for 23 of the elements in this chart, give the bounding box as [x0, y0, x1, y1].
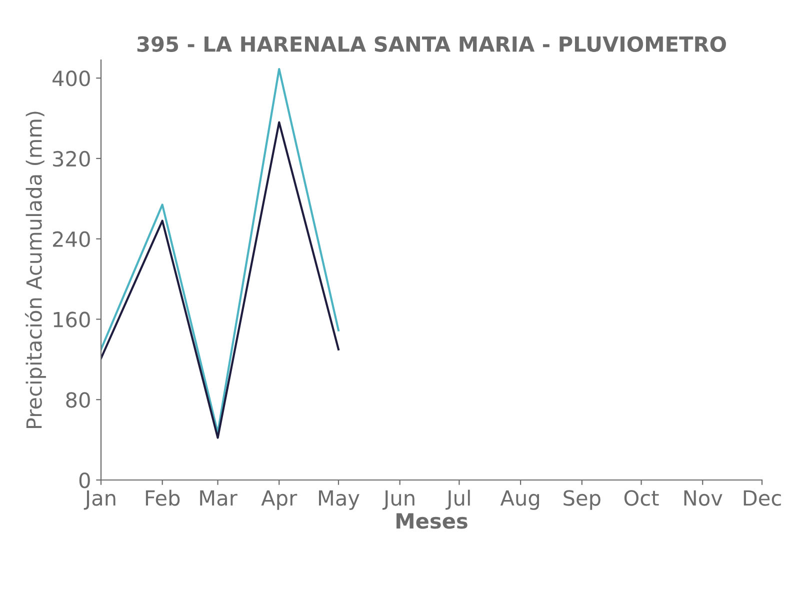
x-tick-label: Feb: [146, 490, 180, 506]
y-axis-title: Precipitación Acumulada (mm): [24, 112, 46, 428]
x-tick-label: Jun: [382, 490, 414, 510]
line-series: [101, 68, 340, 434]
x-tick-label: May: [318, 490, 360, 510]
chart-title: 395 - LA HARENALA SANTA MARIA - PLUVIOMETRO: [137, 36, 726, 52]
x-tick-label: Sep: [564, 490, 600, 510]
x-tick-label: Apr: [261, 490, 298, 510]
x-axis-title: Meses: [396, 513, 468, 529]
y-tick-label: 0: [79, 472, 90, 488]
y-tick-label: 400: [52, 70, 90, 86]
x-tick-label: Jul: [446, 490, 470, 510]
y-tick-label: 240: [53, 231, 90, 248]
y-tick-label: 80: [66, 392, 90, 408]
line-series: [101, 121, 340, 439]
x-tick-label: Nov: [684, 490, 722, 506]
x-tick-label: Oct: [624, 490, 659, 506]
x-tick-label: Aug: [500, 490, 540, 510]
y-tick-label: 160: [54, 312, 90, 328]
x-tick-label: Jan: [84, 490, 116, 510]
y-tick-label: 320: [53, 150, 90, 167]
x-tick-label: Dec: [744, 490, 781, 506]
x-tick-label: Mar: [200, 490, 238, 506]
